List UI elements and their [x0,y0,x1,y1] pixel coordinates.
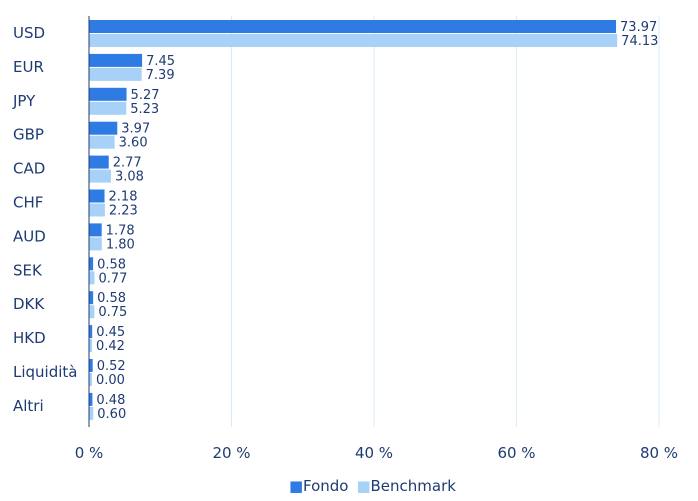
x-axis-ticks: 0 % 20 % 40 % 60 % 80 % [75,444,678,462]
data-label: 0.00 [96,373,125,388]
bar-fondo [89,392,93,406]
bar-fondo [89,359,93,372]
data-label: 2.18 [109,190,138,205]
bar-benchmark [89,237,102,251]
category-label: Altri [13,397,44,415]
data-label: 7.39 [146,68,175,83]
bar-fondo [89,223,102,237]
bar-fondo [89,291,94,305]
bar-fondo [89,325,93,339]
bar-fondo [89,121,118,135]
data-label: 0.77 [98,271,127,286]
data-label: 0.58 [97,291,126,306]
bar-benchmark [89,373,92,386]
data-label: 73.97 [620,20,657,35]
legend: ■ Fondo ■ Benchmark [289,477,456,495]
category-label: AUD [13,227,46,245]
category-label: GBP [13,126,44,144]
bar-benchmark [89,169,111,183]
data-label: 0.75 [98,305,127,320]
category-label: JPY [12,92,36,110]
bar-fondo [89,257,94,271]
category-label: USD [13,24,45,42]
data-label: 3.08 [115,170,144,185]
data-label: 0.42 [96,339,125,354]
data-label: 0.60 [97,407,126,422]
legend-item-label: Benchmark [371,477,457,495]
data-label: 0.58 [97,257,126,272]
bar-benchmark [89,34,618,47]
data-label: 7.45 [146,54,175,69]
legend-marker-icon: ■ [357,477,371,495]
x-tick-label: 60 % [497,444,535,462]
data-label: 1.78 [106,223,135,238]
bar-benchmark [89,406,94,420]
bars [89,20,618,420]
bar-fondo [89,87,127,101]
legend-marker-icon: ■ [289,477,303,495]
bar-fondo [89,20,617,33]
x-tick-label: 40 % [355,444,393,462]
data-label: 2.23 [109,204,138,219]
data-label: 5.23 [130,102,159,117]
bar-fondo [89,53,143,67]
bar-benchmark [89,271,95,285]
bar-benchmark [89,135,115,149]
category-labels: USD EUR JPY GBP CAD CHF AUD SEK DKK HKD Liquidità A… [12,24,77,415]
legend-item-label: Fondo [303,477,348,495]
bar-benchmark [89,203,105,217]
data-label: 0.52 [97,359,126,374]
category-label: EUR [13,58,44,76]
category-label: CAD [13,160,45,178]
category-label: DKK [13,295,45,313]
x-tick-label: 20 % [212,444,250,462]
category-label: CHF [13,194,43,212]
bar-benchmark [89,101,127,115]
x-tick-label: 80 % [640,444,678,462]
bar-fondo [89,189,105,203]
category-label: SEK [13,261,43,279]
bar-fondo [89,155,109,169]
data-label: 0.48 [96,393,125,408]
gridlines [231,16,660,427]
data-label: 74.13 [621,34,658,49]
category-label: Liquidità [13,363,77,381]
data-label: 5.27 [131,88,160,103]
bar-benchmark [89,339,92,353]
data-label: 3.97 [121,122,150,137]
bar-benchmark [89,305,95,319]
data-label: 3.60 [119,136,148,151]
data-label: 0.45 [96,325,125,340]
bar-benchmark [89,67,142,81]
data-label: 1.80 [106,237,135,252]
x-tick-label: 0 % [75,444,104,462]
category-label: HKD [13,329,46,347]
data-label: 2.77 [113,156,142,171]
